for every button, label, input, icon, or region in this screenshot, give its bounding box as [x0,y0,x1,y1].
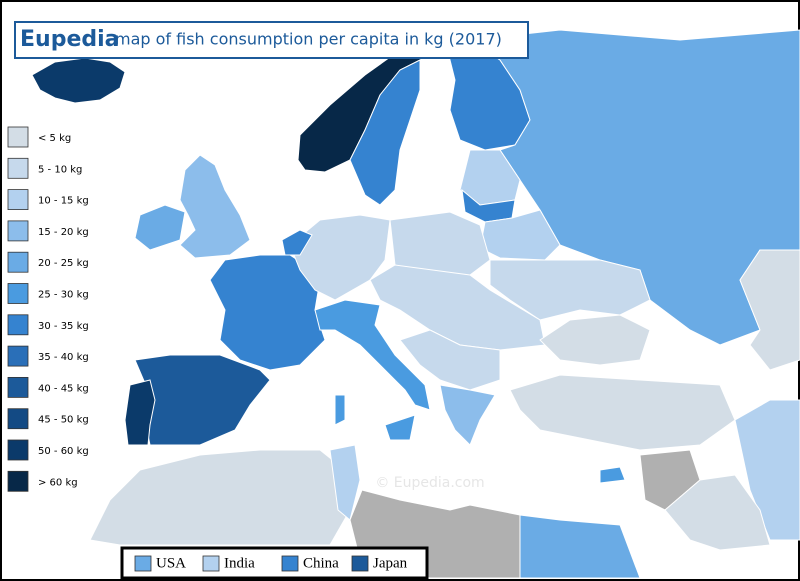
legend-swatch [7,251,29,273]
comparison-swatch [281,555,299,572]
legend-swatch [7,220,29,242]
legend-label: 50 - 60 kg [38,446,89,457]
legend-swatch [7,376,29,398]
legend-label: 45 - 50 kg [38,415,89,426]
title-box: Eupedia map of fish consumption per capi… [14,21,529,59]
map-title: map of fish consumption per capita in kg… [115,30,502,49]
turkey [509,374,736,451]
comparison-label: USA [156,555,186,571]
legend-swatch [7,126,29,148]
legend: < 5 kg 5 - 10 kg 10 - 15 kg 15 - 20 kg 20 - … [7,126,89,492]
legend-label: > 60 kg [38,477,78,488]
iceland [31,57,126,104]
kazakhstan [739,249,800,371]
cyprus [599,466,626,484]
legend-label: < 5 kg [38,133,71,144]
legend-swatch [7,283,29,304]
legend-swatch [7,470,29,492]
iran [734,399,800,541]
balkans [399,329,501,391]
title-frame [14,21,529,59]
watermark: © Eupedia.com [375,475,484,491]
maghreb [89,449,351,546]
tunisia [329,444,361,521]
legend-swatch [7,345,29,367]
netherlands [281,229,313,256]
legend-swatch [7,408,29,430]
portugal [124,379,156,446]
italy [314,299,431,411]
comparison-swatch [202,555,220,572]
comparison-swatch [134,555,152,572]
central-europe [369,264,546,351]
iraq [664,474,771,551]
sicily [384,414,416,441]
legend-swatch [7,439,29,461]
comparison-frame [120,546,429,580]
uk [179,154,251,259]
legend-label: 5 - 10 kg [38,164,82,175]
legend-label: 20 - 25 kg [38,258,89,269]
sardinia [334,394,346,426]
comparison-label: China [303,555,339,571]
greece [439,384,496,446]
legend-label: 35 - 40 kg [38,352,89,363]
legend-label: 10 - 15 kg [38,196,89,207]
comparison-swatch [351,555,369,572]
legend-swatch [7,314,29,336]
black-sea-coast [539,314,651,366]
germany [289,214,391,301]
legend-label: 25 - 30 kg [38,290,89,301]
sweden [349,59,421,206]
comparison-label: Japan [373,555,408,571]
ireland [134,204,186,251]
legend-swatch [7,189,29,211]
legend-label: 15 - 20 kg [38,227,89,238]
legend-swatch [7,157,29,179]
legend-label: 40 - 45 kg [38,383,89,394]
countries [31,29,800,579]
comparison-label: India [224,555,255,571]
france [209,254,326,371]
comparison-legend: USA India China Japan [120,546,429,580]
legend-label: 30 - 35 kg [38,321,89,332]
brand: Eupedia [20,27,120,52]
egypt [519,514,641,579]
